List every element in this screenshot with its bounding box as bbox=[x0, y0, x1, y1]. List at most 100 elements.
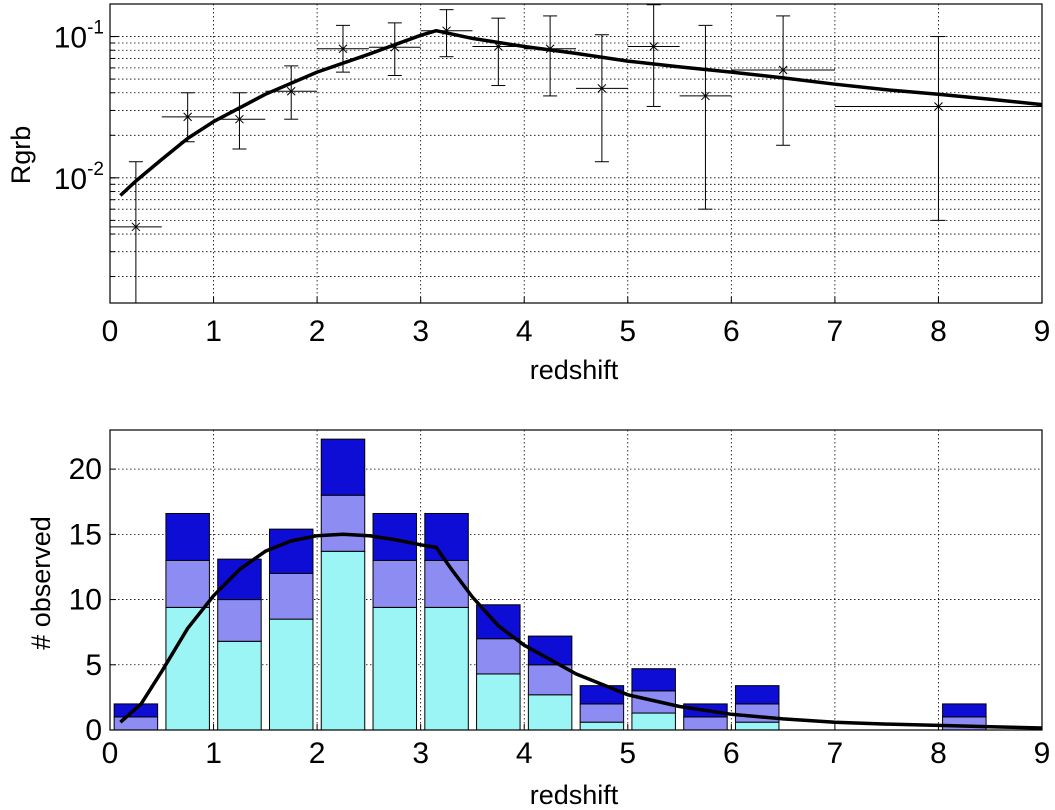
tick-base: 10 bbox=[54, 163, 87, 196]
top-model-curve bbox=[119, 28, 1043, 197]
top-data-point bbox=[317, 24, 369, 73]
bar-segment-low bbox=[372, 606, 418, 731]
top-data-point bbox=[731, 15, 835, 146]
bar-segment-mid bbox=[476, 638, 521, 675]
stacked-bar bbox=[217, 558, 262, 731]
x-marker bbox=[235, 114, 244, 124]
x-marker bbox=[649, 42, 659, 51]
bar-segment-low bbox=[424, 606, 469, 731]
x-marker bbox=[597, 83, 607, 93]
top-x-tick-label: 8 bbox=[930, 315, 947, 348]
bar-segment-low bbox=[631, 712, 676, 731]
bottom-axes-frame bbox=[109, 429, 1043, 731]
top-x-tick-label: 3 bbox=[412, 315, 429, 348]
bar-segment-mid bbox=[527, 664, 573, 696]
bar-segment-top bbox=[268, 528, 314, 574]
top-x-tick-label: 9 bbox=[1034, 315, 1051, 348]
x-marker bbox=[701, 91, 710, 101]
top-x-tick-label: 0 bbox=[102, 315, 119, 348]
bar-segment-top bbox=[631, 668, 676, 692]
bottom-x-tick-label: 3 bbox=[412, 737, 429, 770]
top-x-tick-label: 6 bbox=[723, 315, 740, 348]
top-x-tick-label: 5 bbox=[619, 315, 636, 348]
bar-segment-mid bbox=[683, 716, 728, 731]
bottom-x-tick-label: 5 bbox=[619, 737, 636, 770]
top-data-point bbox=[627, 4, 680, 107]
bar-segment-mid bbox=[579, 703, 625, 723]
observed-panel: 0 1 2 3 4 5 6 7 8 9 0 5 10 15 20 redshift # observed bbox=[26, 429, 1051, 810]
bar-segment-low bbox=[476, 673, 521, 731]
top-data-point bbox=[161, 92, 214, 143]
bottom-stacked-bars bbox=[113, 438, 987, 731]
top-x-tick-label: 7 bbox=[827, 315, 844, 348]
x-marker bbox=[183, 112, 193, 122]
top-grid bbox=[110, 4, 1042, 303]
bar-segment-top bbox=[165, 512, 210, 561]
bottom-x-tick-label: 7 bbox=[827, 737, 844, 770]
stacked-bar bbox=[372, 512, 418, 731]
bar-segment-top bbox=[734, 685, 780, 705]
bar-segment-mid bbox=[113, 716, 159, 731]
bottom-y-axis-label: # observed bbox=[26, 516, 56, 650]
bar-segment-low bbox=[217, 640, 262, 731]
rgrb-panel: 0 1 2 3 4 5 6 7 8 910-110-2 redshift Rgrb bbox=[6, 3, 1051, 385]
top-y-tick-label: 10-1 bbox=[54, 18, 104, 55]
bar-segment-mid bbox=[320, 494, 366, 552]
top-x-tick-label: 2 bbox=[309, 315, 326, 348]
stacked-bar bbox=[320, 438, 366, 731]
bottom-x-tick-label: 9 bbox=[1034, 737, 1051, 770]
bar-segment-low bbox=[268, 618, 314, 731]
stacked-bar bbox=[734, 685, 780, 731]
bottom-x-tick-label: 6 bbox=[723, 737, 740, 770]
stacked-bar bbox=[476, 604, 521, 731]
bottom-model-curve bbox=[119, 532, 1043, 730]
bar-segment-low bbox=[320, 550, 366, 731]
bottom-y-tick-label: 20 bbox=[69, 453, 102, 486]
bottom-x-tick-label: 2 bbox=[309, 737, 326, 770]
bar-segment-mid bbox=[268, 572, 314, 620]
top-data-point bbox=[368, 22, 421, 77]
bar-segment-mid bbox=[372, 559, 418, 608]
top-data-point bbox=[679, 24, 732, 210]
bar-segment-mid bbox=[165, 559, 210, 608]
bottom-y-tick-label: 5 bbox=[85, 649, 102, 682]
bar-segment-top bbox=[217, 558, 262, 601]
bottom-x-tick-label: 8 bbox=[930, 737, 947, 770]
x-marker bbox=[286, 86, 296, 96]
stacked-bar bbox=[268, 528, 314, 731]
top-data-point bbox=[110, 161, 162, 303]
tick-exponent: -2 bbox=[87, 159, 104, 180]
bar-segment-low bbox=[734, 721, 780, 731]
bottom-y-tick-label: 0 bbox=[85, 714, 102, 747]
x-marker bbox=[778, 65, 788, 75]
top-tick-labels: 0 1 2 3 4 5 6 7 8 910-110-2 bbox=[54, 18, 1051, 348]
top-data-point bbox=[524, 15, 576, 97]
bar-segment-low bbox=[579, 721, 625, 731]
top-x-tick-label: 1 bbox=[205, 315, 222, 348]
x-marker bbox=[934, 102, 943, 111]
top-y-tick-label: 10-2 bbox=[54, 159, 104, 196]
x-marker bbox=[131, 222, 141, 232]
x-marker bbox=[338, 44, 348, 54]
bar-segment-mid bbox=[217, 599, 262, 642]
bottom-x-axis-label: redshift bbox=[530, 780, 619, 810]
top-data-point bbox=[472, 17, 525, 87]
stacked-bar bbox=[165, 512, 210, 731]
bottom-grid bbox=[110, 430, 1042, 730]
bottom-x-tick-label: 1 bbox=[205, 737, 222, 770]
top-axes-frame bbox=[109, 3, 1043, 304]
top-x-tick-label: 4 bbox=[516, 315, 533, 348]
top-error-bars bbox=[110, 4, 1042, 303]
top-y-axis-label: Rgrb bbox=[6, 126, 36, 185]
bar-segment-top bbox=[320, 438, 366, 496]
bottom-x-tick-label: 4 bbox=[516, 737, 533, 770]
bar-segment-low bbox=[527, 694, 573, 731]
bottom-x-tick-label: 0 bbox=[102, 737, 119, 770]
top-data-point bbox=[834, 36, 1042, 221]
bottom-tick-labels: 0 1 2 3 4 5 6 7 8 9 0 5 10 15 20 bbox=[69, 453, 1051, 770]
bar-segment-top bbox=[942, 703, 987, 718]
tick-exponent: -1 bbox=[87, 18, 104, 39]
tick-base: 10 bbox=[54, 22, 87, 55]
bottom-y-tick-label: 10 bbox=[69, 584, 102, 617]
